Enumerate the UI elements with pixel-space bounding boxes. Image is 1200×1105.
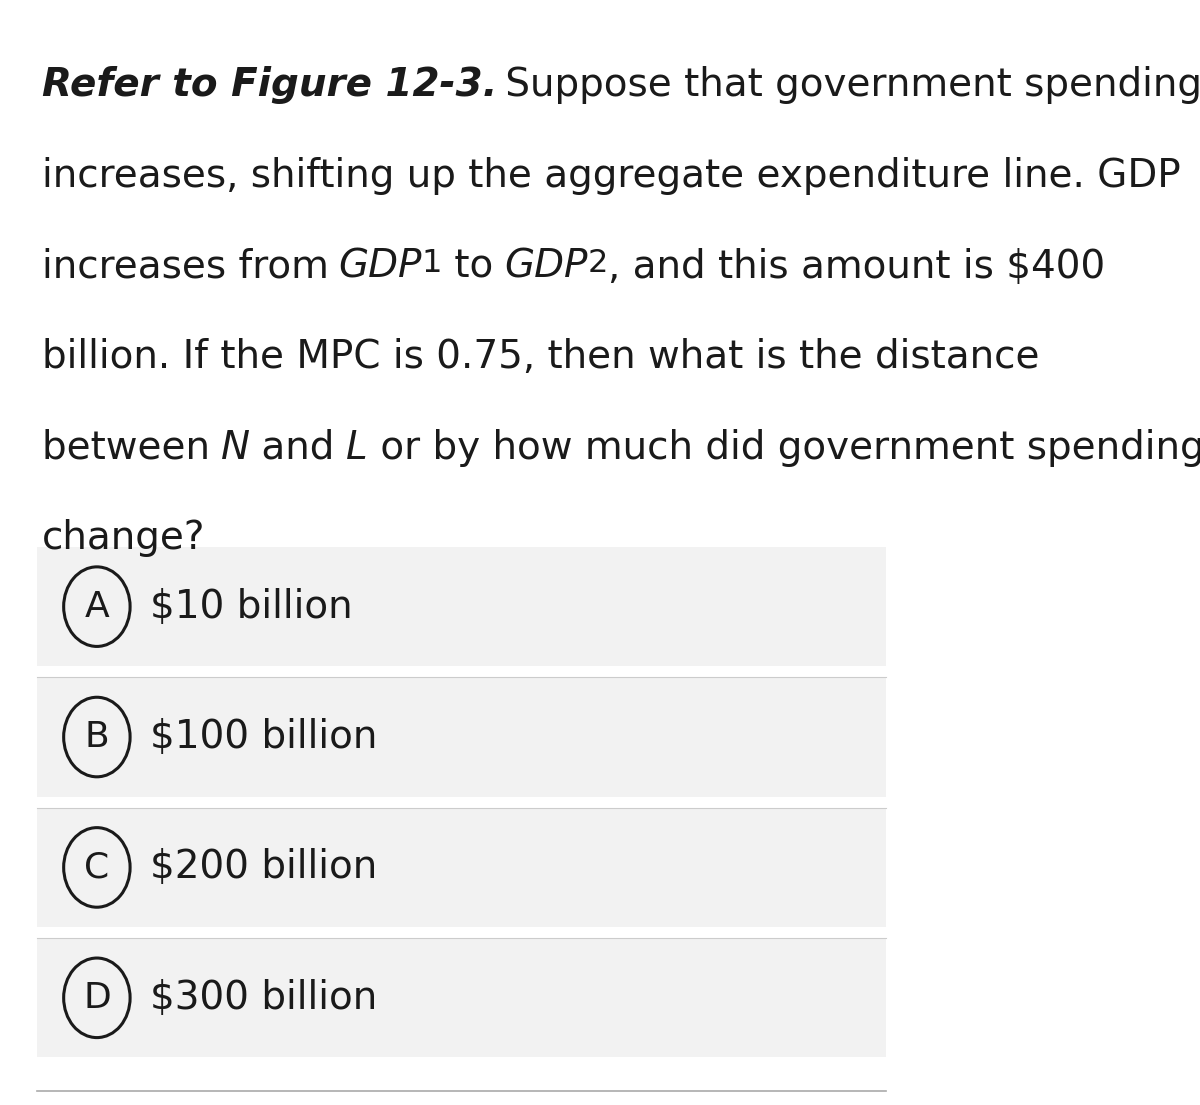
- Text: increases from: increases from: [42, 248, 341, 285]
- Bar: [37, 808, 886, 927]
- Text: between: between: [42, 429, 222, 466]
- Text: billion. If the MPC is 0.75, then what is the distance: billion. If the MPC is 0.75, then what i…: [42, 338, 1039, 376]
- Text: $100 billion: $100 billion: [150, 718, 378, 756]
- Text: or by how much did government spending: or by how much did government spending: [367, 429, 1200, 466]
- Text: L: L: [347, 429, 368, 466]
- Bar: [37, 938, 886, 1057]
- Text: D: D: [83, 981, 110, 1014]
- Text: N: N: [221, 429, 250, 466]
- Text: 2: 2: [588, 248, 608, 278]
- Text: 1: 1: [421, 248, 442, 278]
- Text: C: C: [84, 851, 109, 884]
- Text: GDP: GDP: [505, 248, 588, 285]
- Text: GDP: GDP: [338, 248, 422, 285]
- Text: increases, shifting up the aggregate expenditure line. GDP: increases, shifting up the aggregate exp…: [42, 157, 1181, 194]
- Bar: [37, 677, 886, 797]
- Text: to: to: [442, 248, 505, 285]
- Text: $200 billion: $200 billion: [150, 849, 378, 886]
- Text: Suppose that government spending: Suppose that government spending: [493, 66, 1200, 104]
- Text: , and this amount is $400: , and this amount is $400: [608, 248, 1105, 285]
- Bar: [37, 547, 886, 666]
- Text: and: and: [250, 429, 347, 466]
- Text: $300 billion: $300 billion: [150, 979, 378, 1017]
- Text: change?: change?: [42, 519, 205, 557]
- Text: B: B: [84, 720, 109, 754]
- Text: A: A: [84, 590, 109, 623]
- Text: Refer to Figure 12-3.: Refer to Figure 12-3.: [42, 66, 497, 104]
- Text: $10 billion: $10 billion: [150, 588, 353, 625]
